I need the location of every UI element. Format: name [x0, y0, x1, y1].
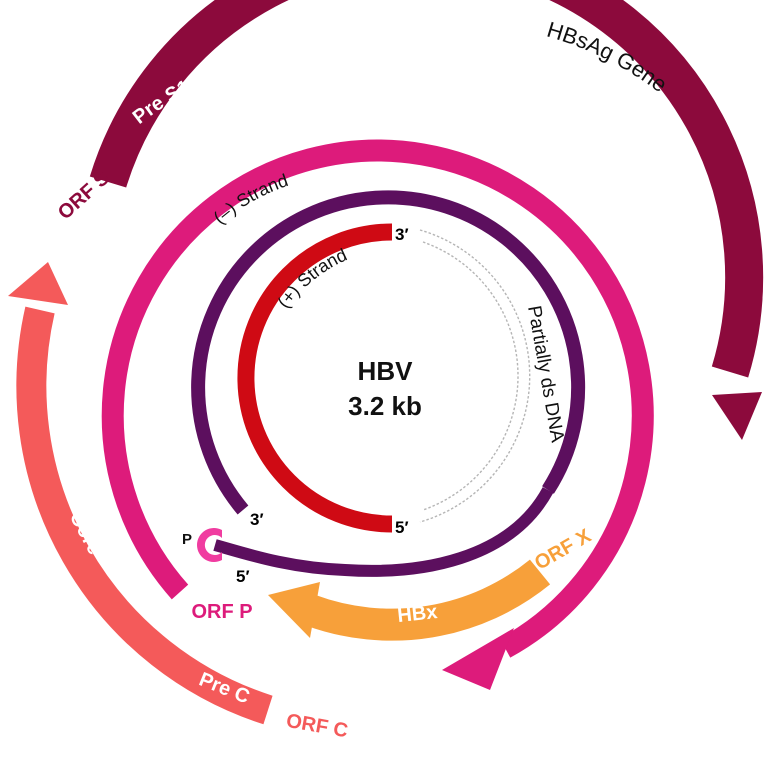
hbx-label: HBx — [396, 601, 438, 627]
orf-x-arrowhead — [268, 582, 320, 638]
orf-c-label: ORF C — [284, 710, 349, 742]
orf-s-arc — [89, 0, 764, 378]
partial-ds-dna-arc — [419, 229, 531, 523]
plus-strand-3-prime: 3′ — [395, 225, 409, 244]
center-title: HBV — [358, 356, 414, 386]
minus-strand-arc — [191, 190, 586, 515]
orf-x-arc — [304, 559, 551, 641]
orf-p-label: ORF P — [191, 601, 252, 623]
protein-p-label: P — [182, 531, 192, 548]
orf-p-arc — [101, 139, 654, 658]
orf-s-arrowhead — [712, 392, 762, 440]
plus-strand-arc — [237, 223, 393, 533]
pre-s2-label: Pre S2 — [352, 22, 417, 47]
orf-p-arrowhead — [442, 628, 514, 690]
orf-s-label: ORF S — [54, 167, 114, 224]
partial-ds-dna-arc-inner — [422, 241, 519, 511]
s-label: S — [670, 193, 696, 217]
polymerase-label: Polymerase — [330, 64, 448, 95]
plus-strand-5-prime: 5′ — [395, 518, 409, 537]
minus-strand-tail — [213, 487, 554, 577]
orf-c-arc — [16, 306, 273, 725]
orf-c-arrowhead — [8, 262, 68, 305]
center-size: 3.2 kb — [348, 391, 422, 421]
minus-strand-5-prime: 5′ — [236, 567, 250, 586]
minus-strand-3-prime: 3′ — [250, 510, 264, 529]
polymerase-protein-p — [197, 528, 222, 562]
